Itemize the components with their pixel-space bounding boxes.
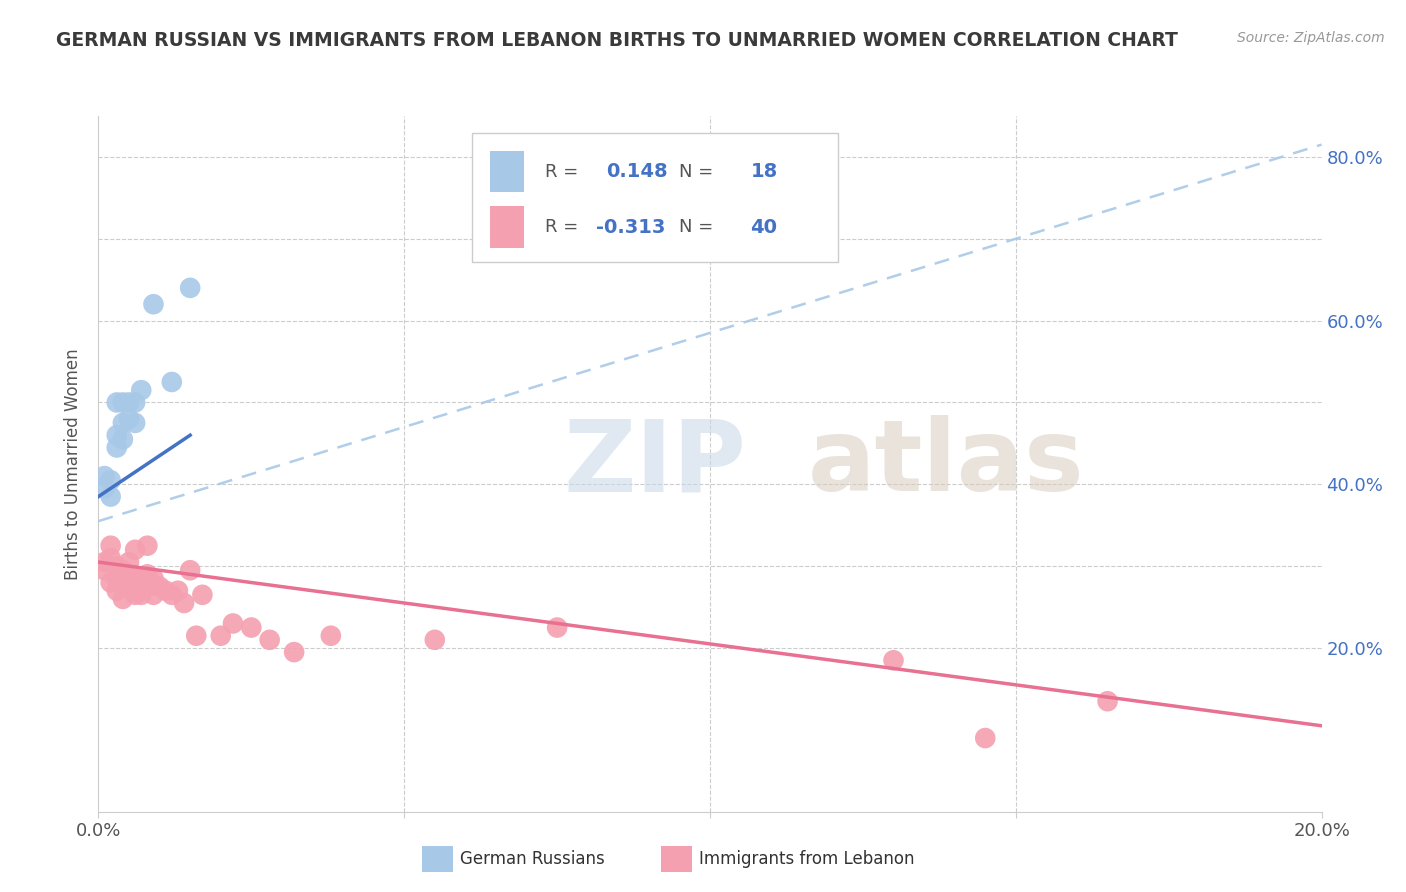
Point [111,395,134,409]
Bar [489,151,524,193]
Point [105,395,128,409]
Point [142,588,165,602]
Text: 40: 40 [751,218,778,236]
Text: 0.148: 0.148 [606,162,668,181]
Point [93,555,115,569]
Point [319,629,342,643]
Point [142,571,165,585]
Text: N =: N = [679,162,725,180]
Point [546,621,568,635]
Point [179,281,201,295]
Point [105,583,128,598]
Bar [489,206,524,248]
Text: Source: ZipAtlas.com: Source: ZipAtlas.com [1237,31,1385,45]
Point [423,632,446,647]
Point [283,645,305,659]
Point [105,441,128,455]
Text: R =: R = [546,219,583,236]
Text: R =: R = [546,162,589,180]
Point [191,588,214,602]
Point [118,580,141,594]
Point [222,616,245,631]
Point [136,567,159,582]
Point [100,551,122,566]
Point [129,383,152,397]
Point [259,632,281,647]
Point [883,653,905,667]
Point [124,542,146,557]
Point [105,428,128,442]
Text: 18: 18 [751,162,778,181]
Point [111,591,134,606]
Point [240,621,263,635]
Point [160,588,183,602]
Point [93,563,115,577]
Point [129,588,152,602]
Point [124,580,146,594]
Point [118,567,141,582]
Text: atlas: atlas [808,416,1084,512]
Point [124,416,146,430]
Point [1097,694,1119,708]
Text: ZIP: ZIP [564,416,747,512]
Point [118,412,141,426]
Point [93,482,115,496]
Point [105,559,128,574]
Point [179,563,201,577]
Point [129,571,152,585]
Point [124,588,146,602]
Point [111,432,134,446]
Bar [471,134,838,262]
Text: Immigrants from Lebanon: Immigrants from Lebanon [699,850,914,868]
Point [142,297,165,311]
Point [111,416,134,430]
Point [149,580,172,594]
Point [136,580,159,594]
Point [105,571,128,585]
Point [93,469,115,483]
Text: N =: N = [679,219,725,236]
Point [173,596,195,610]
Point [155,583,177,598]
Point [167,583,190,598]
Point [186,629,208,643]
Text: GERMAN RUSSIAN VS IMMIGRANTS FROM LEBANON BIRTHS TO UNMARRIED WOMEN CORRELATION : GERMAN RUSSIAN VS IMMIGRANTS FROM LEBANO… [56,31,1178,50]
Point [100,490,122,504]
Point [118,395,141,409]
Point [100,473,122,487]
Point [100,575,122,590]
Point [209,629,232,643]
Point [160,375,183,389]
Text: German Russians: German Russians [460,850,605,868]
Text: -0.313: -0.313 [596,218,665,236]
Point [124,395,146,409]
Point [118,555,141,569]
Point [100,539,122,553]
Point [111,563,134,577]
Y-axis label: Births to Unmarried Women: Births to Unmarried Women [65,348,83,580]
Point [974,731,997,745]
Point [136,539,159,553]
